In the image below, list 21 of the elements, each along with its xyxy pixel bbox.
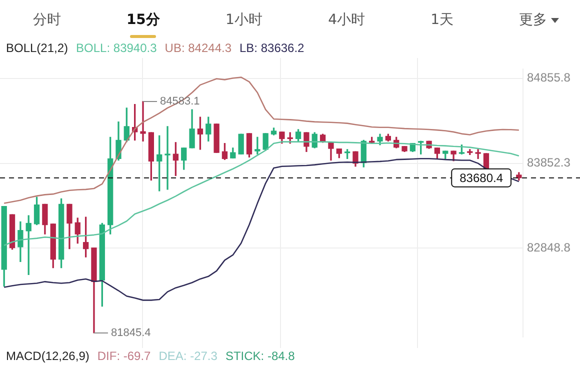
text: 更多 xyxy=(519,11,548,29)
candlestick xyxy=(214,124,220,153)
candlestick xyxy=(238,134,244,154)
annotation: 81845.4 xyxy=(110,326,151,339)
legend-title: BOLL(21,2) xyxy=(6,41,68,55)
ref-line-label: 83680.4 xyxy=(460,171,504,186)
y-tick-label: 84855.8 xyxy=(527,70,571,85)
text: BOLL: 83940.3 xyxy=(76,41,157,55)
text: 1小时 xyxy=(226,11,262,29)
text: 分时 xyxy=(32,11,61,29)
text: LB: 83636.2 xyxy=(240,41,304,55)
text: DIF: -69.7 xyxy=(97,349,151,363)
y-tick-label: 82848.8 xyxy=(527,240,571,254)
text: DEA: -27.3 xyxy=(158,349,218,363)
series-label: UB: 84244.3 xyxy=(164,41,232,55)
text: MACD(12,26,9) xyxy=(6,349,90,363)
text: 4小时 xyxy=(328,11,366,29)
y-tick-label: 83852.3 xyxy=(527,156,571,170)
text: 1天 xyxy=(430,11,454,29)
text: STICK: -84.8 xyxy=(225,349,295,363)
text: 15分 xyxy=(126,11,160,29)
